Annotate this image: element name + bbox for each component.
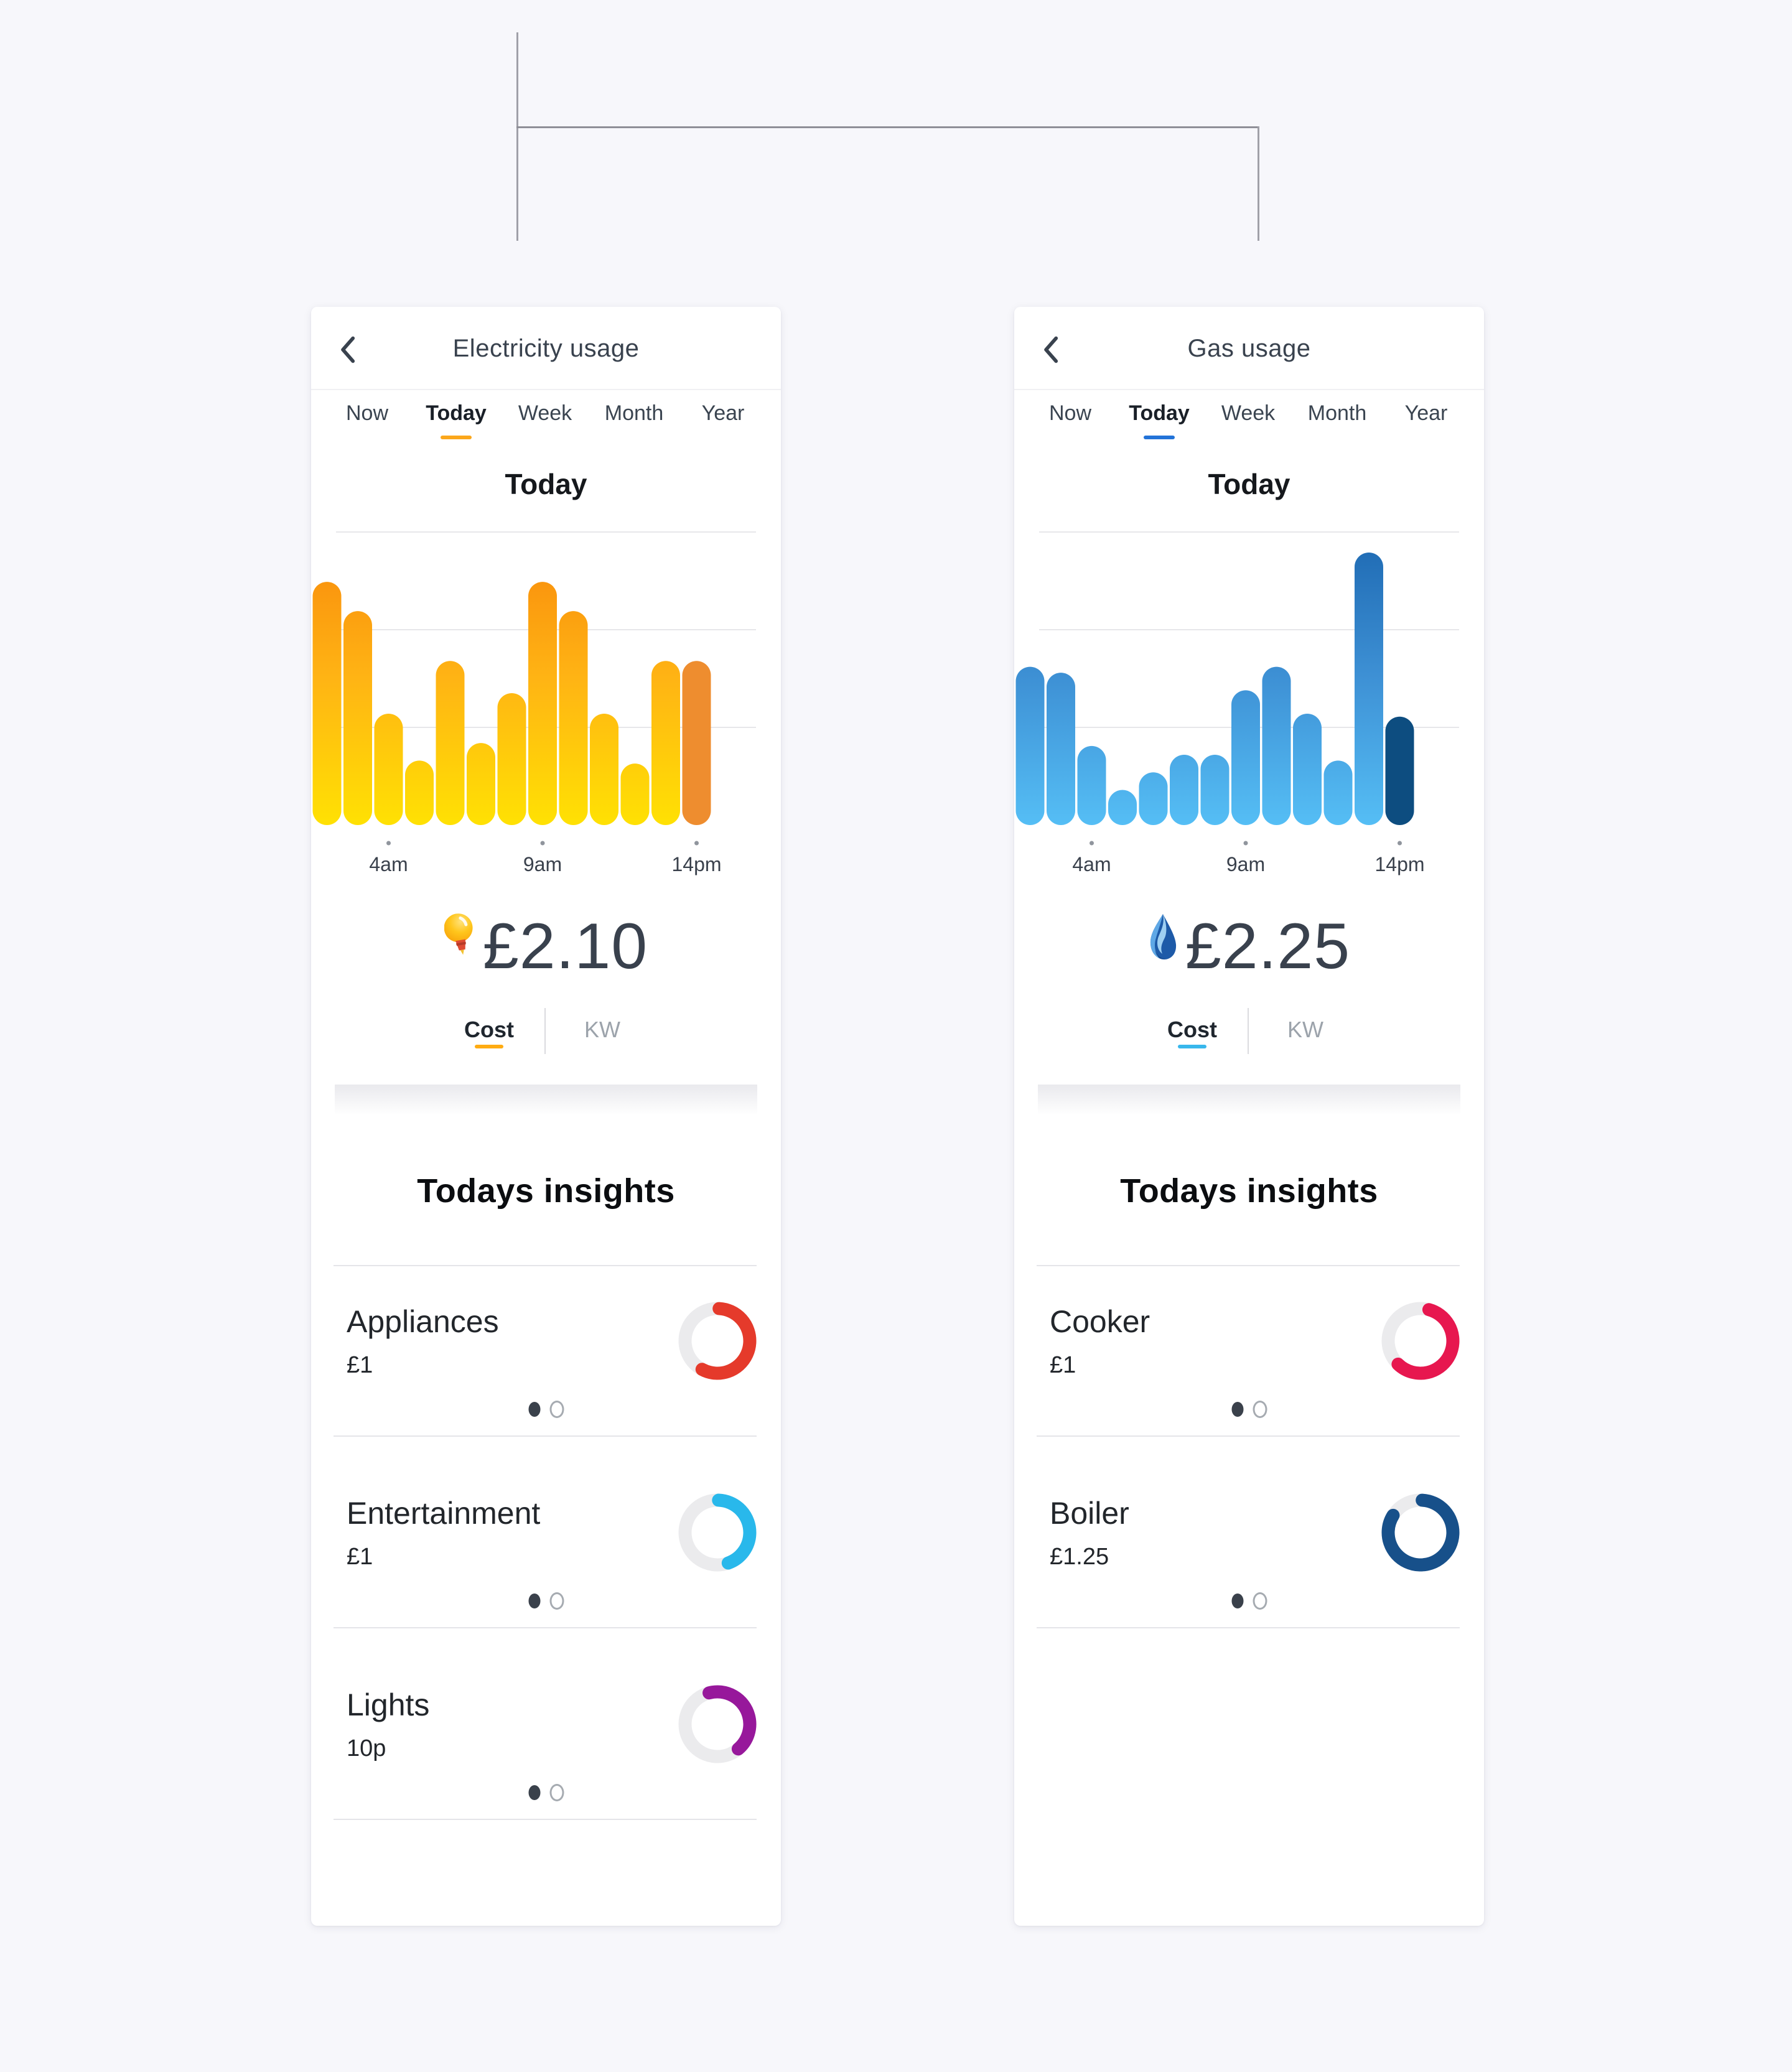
insight-row-appliances[interactable]: Appliances £1 — [311, 1265, 781, 1457]
flow-connector-vertical-right — [1258, 126, 1259, 241]
cost-kw-toggle: Cost KW — [311, 1008, 781, 1057]
insights-heading: Todays insights — [417, 1172, 675, 1210]
kw-tab[interactable]: KW — [584, 1017, 620, 1042]
sheet-edge-shadow — [335, 1085, 757, 1121]
insight-row-lights[interactable]: Lights 10p — [311, 1648, 781, 1840]
period-heading: Today — [1208, 468, 1290, 500]
insight-row-cooker[interactable]: Cooker £1 — [1014, 1265, 1484, 1457]
summary-block: £2.25 — [1014, 912, 1484, 989]
pager-dot-inactive[interactable] — [1253, 1592, 1267, 1610]
pager-dot-inactive[interactable] — [549, 1401, 564, 1418]
tab-today[interactable]: Today — [1129, 401, 1190, 425]
carousel-pager-dots[interactable] — [1231, 1401, 1267, 1418]
insight-value: £1.25 — [1050, 1544, 1109, 1570]
carousel-pager-dots[interactable] — [528, 1784, 564, 1801]
carousel-pager-dots[interactable] — [1231, 1592, 1267, 1610]
pager-dot-inactive[interactable] — [549, 1784, 564, 1801]
cost-tab[interactable]: Cost — [1167, 1017, 1217, 1042]
insight-value: £1 — [347, 1544, 373, 1570]
insight-row-boiler[interactable]: Boiler £1.25 — [1014, 1457, 1484, 1648]
cost-selected-underline — [475, 1045, 503, 1048]
total-cost-value: £2.10 — [482, 910, 648, 982]
lightbulb-icon — [444, 913, 473, 955]
insight-label: Lights — [347, 1687, 430, 1722]
total-cost-value: £2.25 — [1185, 910, 1351, 982]
tab-year[interactable]: Year — [1404, 401, 1448, 425]
tab-now[interactable]: Now — [1048, 401, 1092, 425]
flame-icon — [1150, 914, 1176, 959]
carousel-pager-dots[interactable] — [528, 1401, 564, 1418]
kw-tab[interactable]: KW — [1287, 1017, 1323, 1042]
tab-year[interactable]: Year — [701, 401, 745, 425]
flow-connector-vertical-left — [516, 32, 518, 241]
page-title: Gas usage — [1187, 335, 1311, 362]
insight-value: £1 — [347, 1352, 373, 1378]
insight-row-entertainment[interactable]: Entertainment £1 — [311, 1457, 781, 1648]
appliances-progress-ring — [678, 1302, 757, 1380]
svg-text:14pm: 14pm — [671, 853, 721, 875]
pager-dot-active[interactable] — [1231, 1402, 1243, 1417]
pager-dot-inactive[interactable] — [1253, 1401, 1267, 1418]
cooker-progress-ring — [1381, 1302, 1460, 1380]
flow-connector-horizontal — [516, 126, 1259, 128]
page-title: Electricity usage — [452, 335, 640, 362]
tab-month[interactable]: Month — [1307, 401, 1367, 425]
summary-block: £2.10 — [311, 912, 781, 989]
insight-value: £1 — [1050, 1352, 1076, 1378]
electricity-bar-chart: 4am 9am 14pm — [312, 531, 756, 875]
pager-dot-active[interactable] — [528, 1594, 540, 1608]
entertainment-progress-ring — [678, 1493, 757, 1572]
svg-text:14pm: 14pm — [1374, 853, 1424, 875]
toggle-divider — [1248, 1008, 1249, 1054]
tab-week[interactable]: Week — [1221, 401, 1276, 425]
cost-tab[interactable]: Cost — [464, 1017, 514, 1042]
tab-week[interactable]: Week — [518, 401, 572, 425]
pager-dot-active[interactable] — [528, 1402, 540, 1417]
svg-text:4am: 4am — [1072, 853, 1111, 875]
pager-dot-active[interactable] — [1231, 1594, 1243, 1608]
active-tab-underline — [1144, 436, 1175, 439]
svg-text:9am: 9am — [523, 853, 562, 875]
header-divider — [311, 389, 781, 390]
pager-dot-active[interactable] — [528, 1785, 540, 1800]
screen-electricity-usage: Electricity usage Now Today Week Month Year … — [311, 307, 781, 1926]
insight-label: Appliances — [347, 1304, 499, 1339]
cost-selected-underline — [1178, 1045, 1206, 1048]
lights-progress-ring — [678, 1685, 757, 1763]
period-heading: Today — [505, 468, 587, 500]
back-chevron-icon[interactable] — [338, 335, 356, 364]
svg-text:9am: 9am — [1226, 853, 1265, 875]
period-tabs: Now Today Week Month Year — [1014, 401, 1484, 431]
screen-gas-usage: Gas usage Now Today Week Month Year Today 4a… — [1014, 307, 1484, 1926]
sheet-edge-shadow — [1038, 1085, 1460, 1121]
active-tab-underline — [441, 436, 472, 439]
carousel-pager-dots[interactable] — [528, 1592, 564, 1610]
tab-month[interactable]: Month — [604, 401, 664, 425]
boiler-progress-ring — [1381, 1493, 1460, 1572]
tab-now[interactable]: Now — [345, 401, 389, 425]
insights-divider — [1037, 1265, 1460, 1266]
insight-label: Entertainment — [347, 1496, 541, 1531]
insight-label: Boiler — [1050, 1496, 1129, 1531]
back-chevron-icon[interactable] — [1042, 335, 1059, 364]
cost-kw-toggle: Cost KW — [1014, 1008, 1484, 1057]
svg-text:4am: 4am — [369, 853, 408, 875]
insight-value: 10p — [347, 1735, 386, 1762]
period-tabs: Now Today Week Month Year — [311, 401, 781, 431]
insight-label: Cooker — [1050, 1304, 1150, 1339]
tab-today[interactable]: Today — [426, 401, 487, 425]
gas-bar-chart: 4am 9am 14pm — [1015, 531, 1459, 875]
insights-heading: Todays insights — [1120, 1172, 1378, 1210]
toggle-divider — [544, 1008, 546, 1054]
insights-divider — [334, 1265, 757, 1266]
pager-dot-inactive[interactable] — [549, 1592, 564, 1610]
header-divider — [1014, 389, 1484, 390]
